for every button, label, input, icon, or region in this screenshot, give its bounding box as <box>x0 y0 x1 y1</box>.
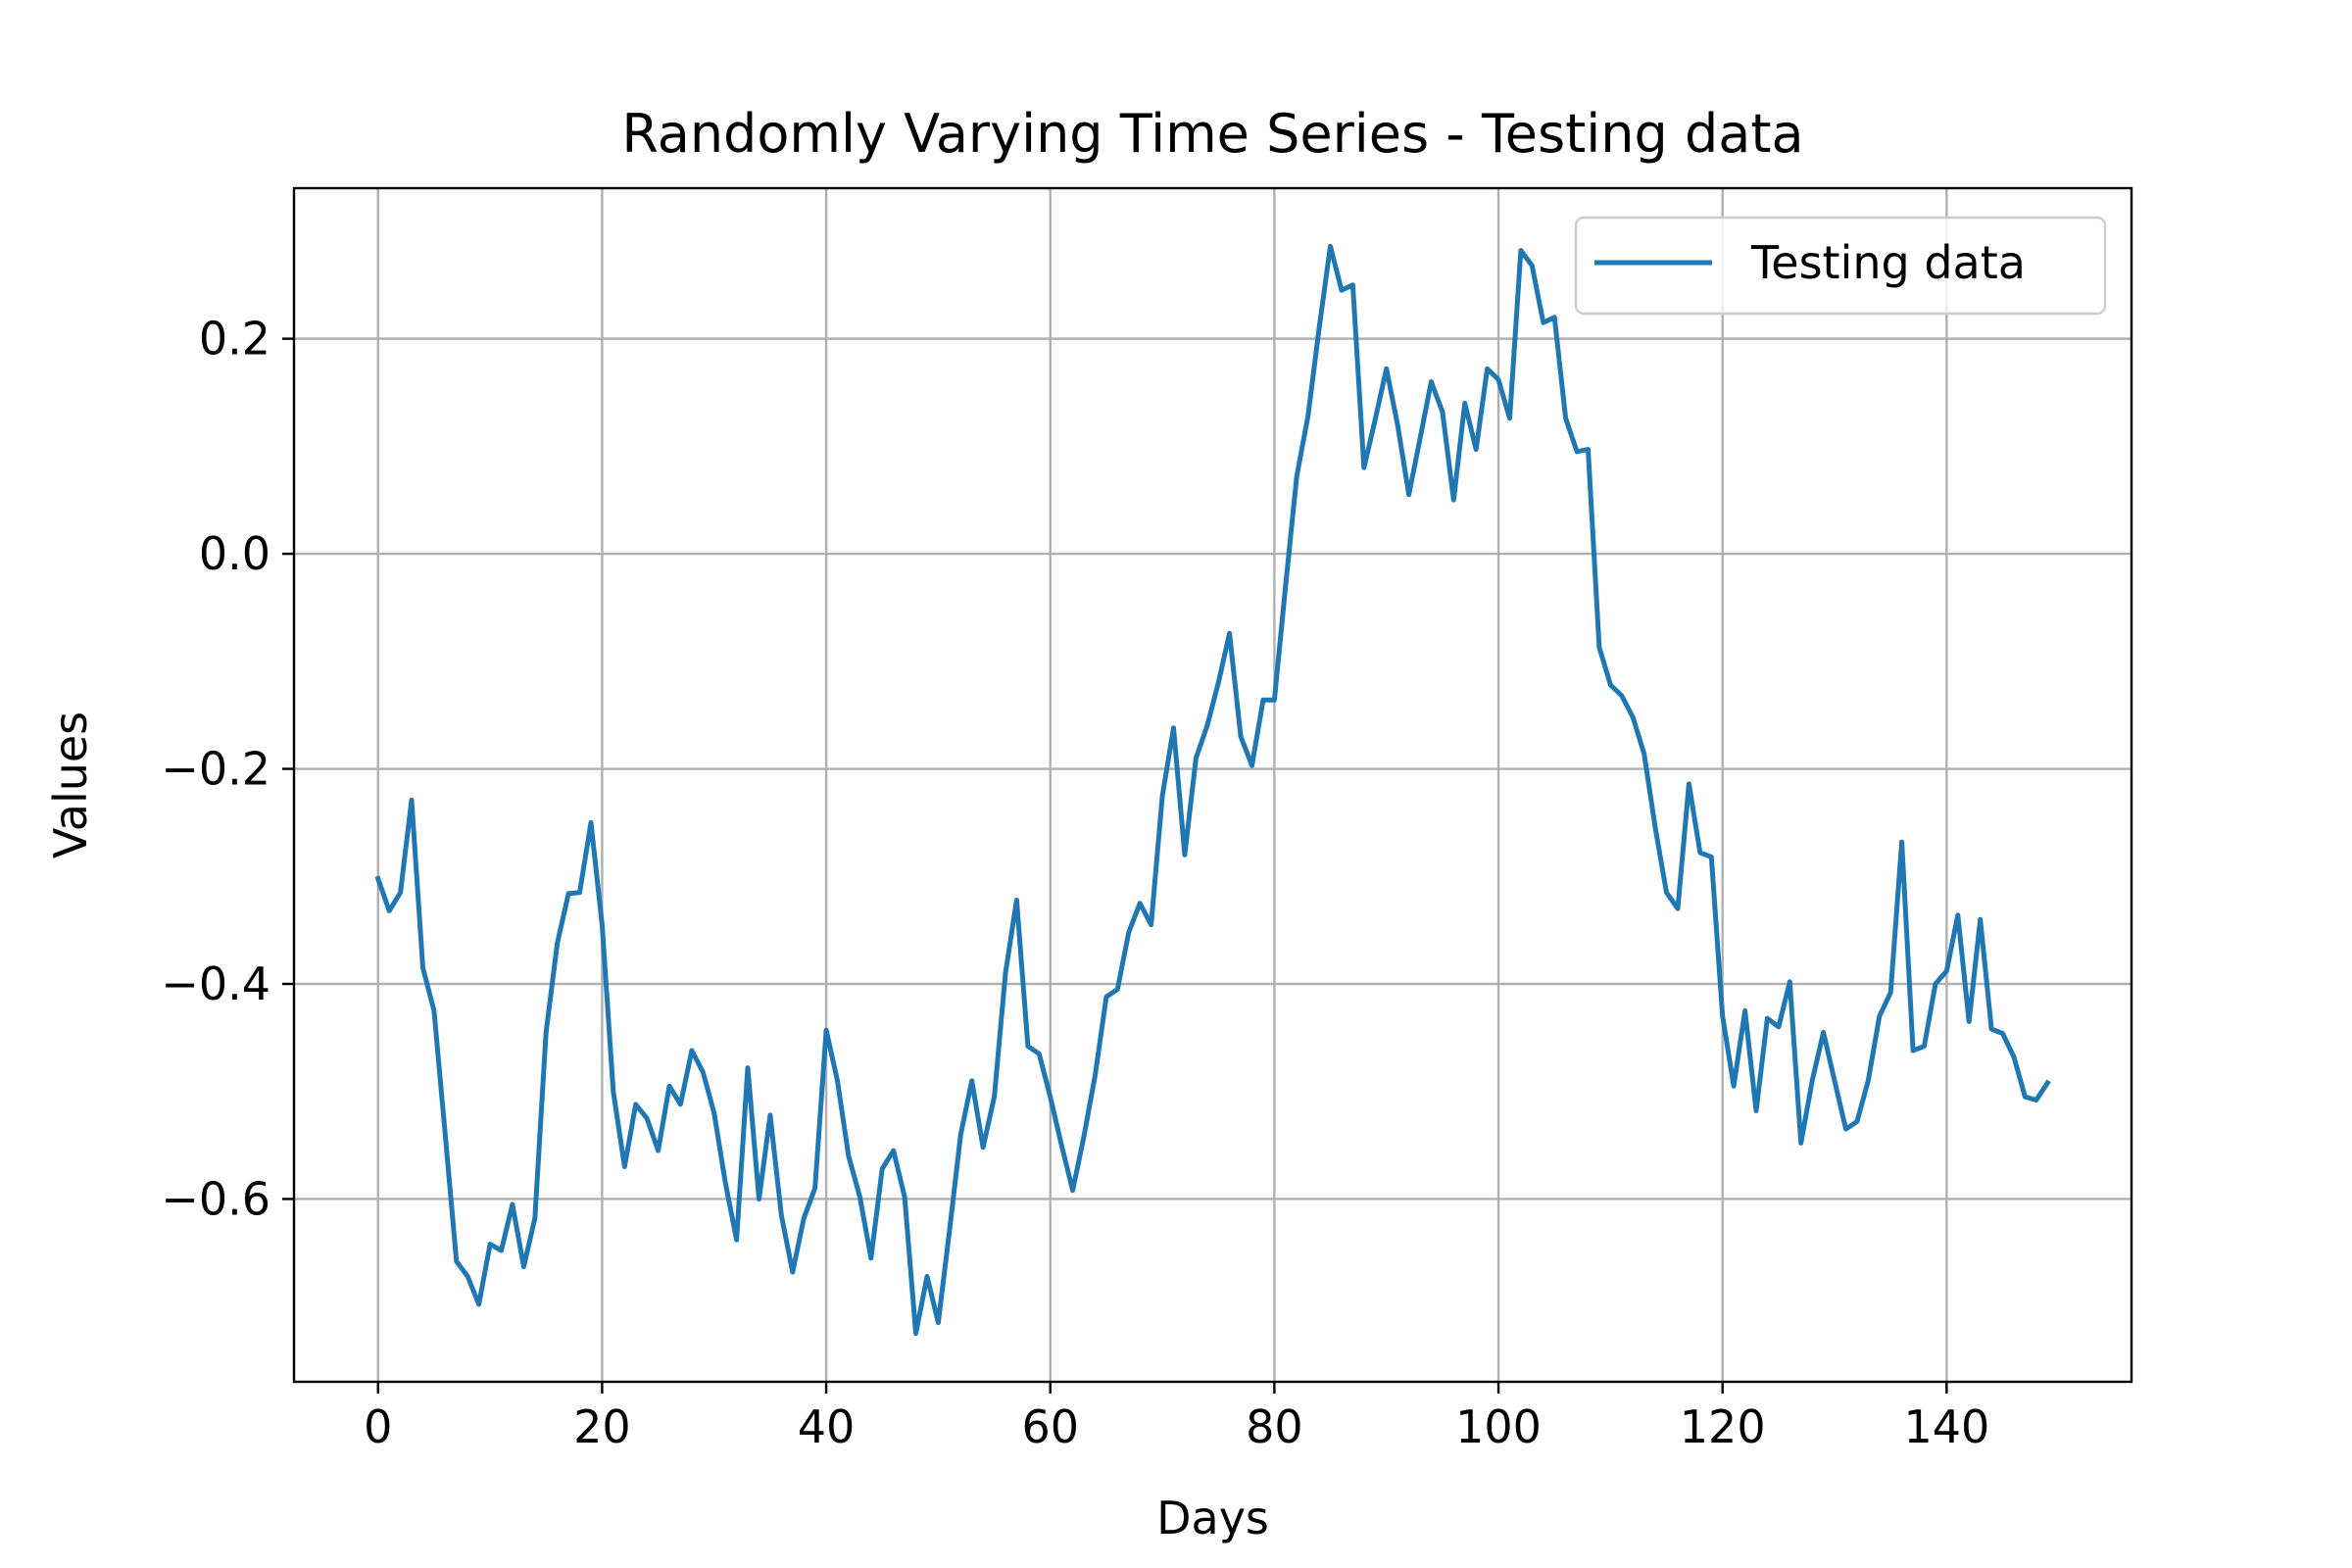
x-tick-label: 100 <box>1455 1400 1542 1453</box>
x-tick-label: 80 <box>1246 1400 1303 1453</box>
chart-title: Randomly Varying Time Series - Testing d… <box>621 103 1803 165</box>
y-tick-label: 0.2 <box>199 313 270 366</box>
y-tick-label: −0.2 <box>161 743 270 796</box>
legend: Testing data <box>1574 216 2107 316</box>
plot-frame <box>292 186 2133 1384</box>
series-line-testing-data <box>374 243 2051 1337</box>
x-tick-label: 20 <box>573 1400 631 1453</box>
grid-lines <box>294 188 2132 1382</box>
x-tick-label: 0 <box>364 1400 392 1453</box>
x-axis-label: Days <box>1156 1492 1269 1544</box>
x-tick-label: 140 <box>1903 1400 1989 1453</box>
y-tick-label: −0.6 <box>161 1172 270 1225</box>
x-tick-label: 40 <box>798 1400 856 1453</box>
y-tick-label: 0.0 <box>199 527 270 580</box>
y-tick-label: −0.4 <box>161 957 270 1010</box>
x-tick-label: 120 <box>1680 1400 1766 1453</box>
y-axis-label: Values <box>44 711 97 858</box>
x-tick-label: 60 <box>1021 1400 1079 1453</box>
series-layer <box>374 243 2051 1337</box>
legend-box <box>1574 216 2107 316</box>
axis-ticks: 0 20 40 60 80 100 120 140 −0.6 −0.4 −0.2 0.0 0.2 <box>161 313 1989 1453</box>
legend-label-testing-data: Testing data <box>1750 236 2026 289</box>
